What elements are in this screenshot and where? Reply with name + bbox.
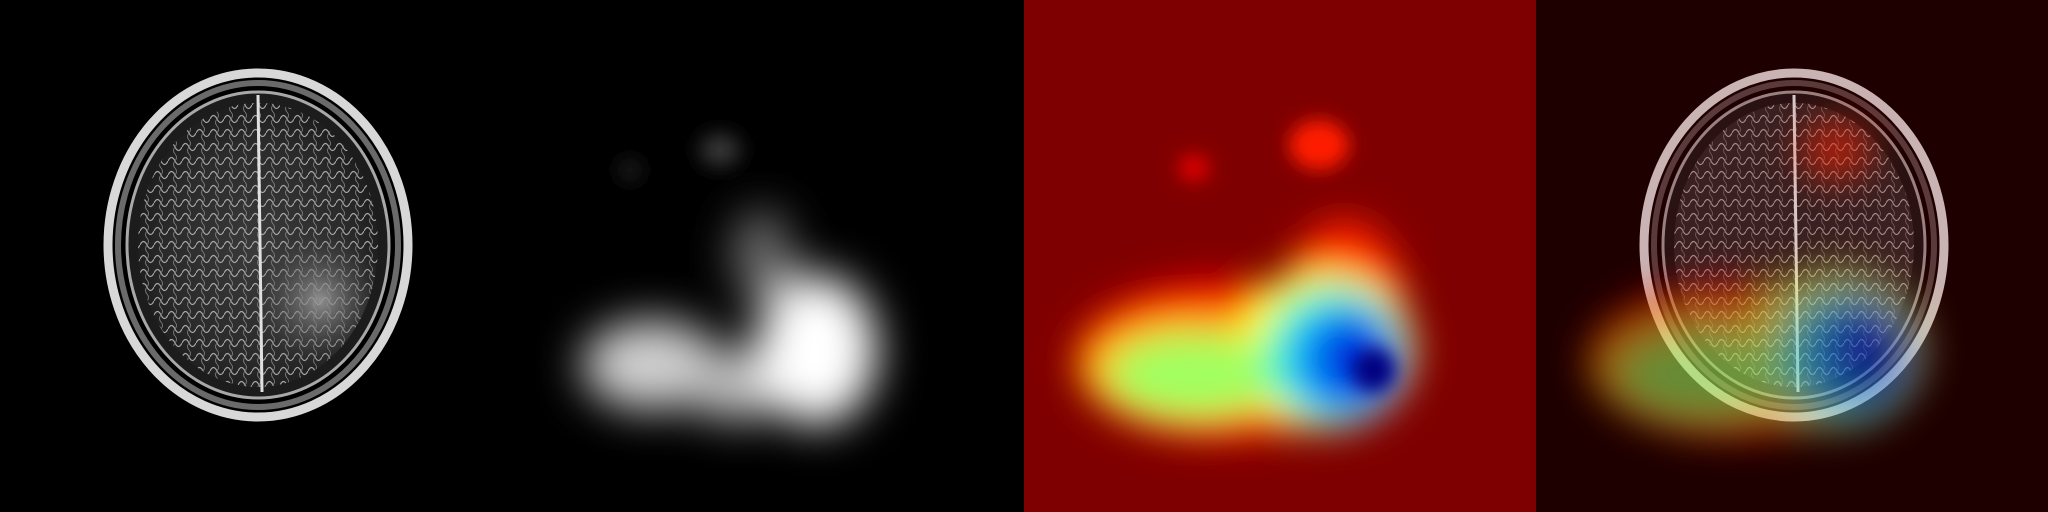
mri-slice-image xyxy=(0,0,512,512)
jet-heatmap-panel xyxy=(1024,0,1536,512)
mri-slice-panel xyxy=(0,0,512,512)
jet-heatmap-image xyxy=(1024,0,1536,512)
overlay-panel xyxy=(1536,0,2048,512)
overlay-image xyxy=(1536,0,2048,512)
attention-mask-panel xyxy=(512,0,1024,512)
attention-mask-image xyxy=(512,0,1024,512)
